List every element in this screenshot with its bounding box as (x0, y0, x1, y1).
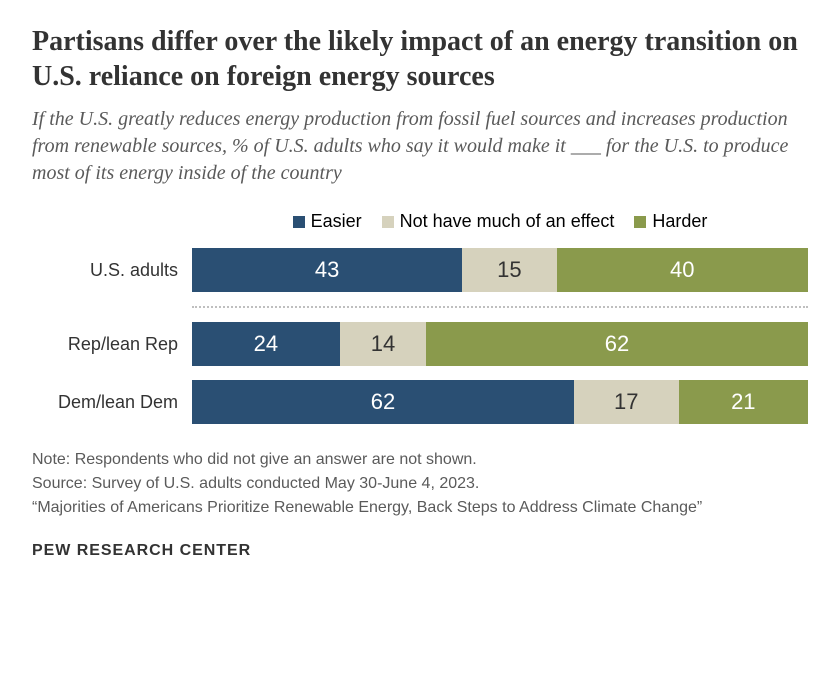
row-label: U.S. adults (32, 260, 192, 281)
chart-title: Partisans differ over the likely impact … (32, 24, 808, 94)
legend-item: Not have much of an effect (382, 211, 615, 232)
bar-segment: 14 (340, 322, 426, 366)
legend-swatch (293, 216, 305, 228)
stacked-bar-chart: U.S. adults431540Rep/lean Rep241462Dem/l… (32, 248, 808, 424)
legend-swatch (382, 216, 394, 228)
chart-report-title: “Majorities of Americans Prioritize Rene… (32, 496, 808, 520)
bar-segment: 43 (192, 248, 462, 292)
bar: 431540 (192, 248, 808, 292)
row-label: Dem/lean Dem (32, 392, 192, 413)
brand-footer: PEW RESEARCH CENTER (32, 542, 808, 560)
bar-segment: 21 (679, 380, 808, 424)
chart-source: Source: Survey of U.S. adults conducted … (32, 472, 808, 496)
bar-segment: 15 (462, 248, 556, 292)
bar-segment: 24 (192, 322, 340, 366)
bar-row: Rep/lean Rep241462 (32, 322, 808, 366)
bar-segment: 17 (574, 380, 679, 424)
bar-segment: 62 (426, 322, 808, 366)
legend-swatch (634, 216, 646, 228)
bar-segment: 62 (192, 380, 574, 424)
bar-row: Dem/lean Dem621721 (32, 380, 808, 424)
row-label: Rep/lean Rep (32, 334, 192, 355)
bar: 241462 (192, 322, 808, 366)
legend-label: Easier (311, 211, 362, 232)
group-divider (192, 306, 808, 308)
chart-note: Note: Respondents who did not give an an… (32, 448, 808, 472)
legend: Easier Not have much of an effect Harder (32, 211, 808, 232)
chart-subtitle: If the U.S. greatly reduces energy produ… (32, 106, 808, 187)
bar-row: U.S. adults431540 (32, 248, 808, 292)
legend-item: Easier (293, 211, 362, 232)
legend-label: Harder (652, 211, 707, 232)
legend-label: Not have much of an effect (400, 211, 615, 232)
legend-item: Harder (634, 211, 707, 232)
bar: 621721 (192, 380, 808, 424)
bar-segment: 40 (557, 248, 808, 292)
